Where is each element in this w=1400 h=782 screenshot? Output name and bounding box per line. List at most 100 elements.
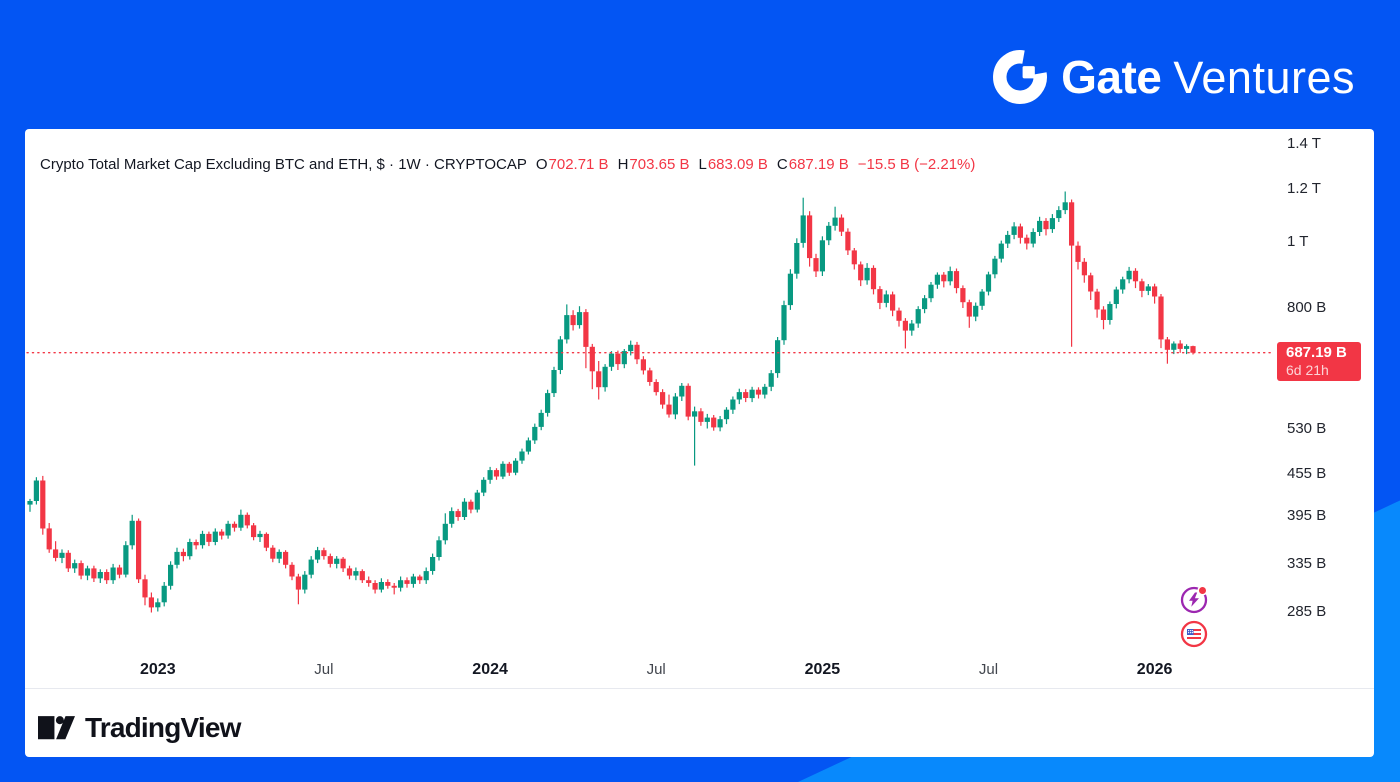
candle-body [838, 217, 845, 232]
lightning-icon[interactable] [1179, 585, 1209, 615]
candle-body [276, 551, 282, 559]
candle-body [314, 550, 321, 560]
candle-body [487, 470, 493, 480]
candle-body [1158, 296, 1164, 340]
candle-body [436, 540, 442, 557]
candle-body [1005, 234, 1011, 244]
candle-body [212, 531, 218, 542]
candle-body [270, 547, 276, 559]
candle-body [455, 511, 461, 517]
us-flag-icon[interactable] [1179, 619, 1209, 649]
candle-body [1062, 202, 1068, 211]
price-scale[interactable]: 1.4 T 1.2 T 1 T 800 B 530 B 455 B 395 B 335 B 28… [1287, 129, 1373, 654]
ohlc-high: H 703.65 B [617, 155, 690, 173]
candle-body [430, 557, 436, 571]
price-scale-label: 335 B [1287, 554, 1327, 572]
candle-body [711, 417, 717, 428]
candle-body [685, 385, 691, 417]
candle-body [877, 289, 883, 303]
time-scale-label: 2024 [472, 661, 508, 678]
candle-body [1126, 270, 1132, 280]
candle-body [59, 552, 65, 558]
candle-body [813, 258, 819, 272]
candle-body [960, 288, 966, 303]
candle-body [155, 602, 161, 608]
candle-body [391, 585, 397, 588]
candle-body [340, 558, 346, 569]
candle-body [615, 353, 621, 365]
candle-body [257, 533, 263, 538]
candle-body [1113, 289, 1119, 304]
candle-body [679, 385, 685, 397]
candle-body [896, 310, 902, 321]
candle-body [199, 533, 206, 546]
candle-body [1056, 210, 1062, 219]
candle-body [1100, 309, 1107, 320]
candle-body [1024, 237, 1030, 244]
candle-body [1094, 291, 1100, 310]
time-scale-label: Jul [978, 661, 999, 678]
candle-body [97, 572, 103, 579]
candle-body [1139, 281, 1145, 291]
candle-body [647, 370, 653, 382]
candle-body [142, 579, 148, 598]
candle-body [890, 294, 896, 311]
candle-body [826, 225, 832, 241]
candle-body [1037, 220, 1043, 232]
candle-body [602, 366, 608, 388]
candle-body [404, 580, 410, 584]
candle-body [519, 451, 525, 461]
candle-body [225, 523, 231, 536]
candle-body [84, 568, 91, 576]
candle-body [525, 440, 531, 452]
candle-body [589, 346, 595, 372]
candle-body [493, 470, 500, 477]
candle-body [1132, 270, 1139, 282]
price-scale-label: 285 B [1287, 602, 1327, 620]
candle-body [148, 597, 154, 608]
candle-body [481, 479, 487, 493]
candle-body [327, 556, 333, 564]
candle-body [1069, 202, 1075, 246]
candle-body [985, 274, 992, 292]
price-tag-value: 687.19 B [1286, 343, 1347, 361]
candle-body [91, 568, 97, 579]
candle-body [845, 231, 851, 251]
chart-title: Crypto Total Market Cap Excluding BTC an… [40, 155, 527, 173]
candle-body [551, 370, 557, 394]
candle-body [851, 250, 857, 265]
candle-body [762, 386, 768, 395]
candle-body [966, 302, 972, 317]
time-scale[interactable]: 2023 Jul 2024 Jul 2025 Jul 2026 [25, 660, 1275, 680]
candle-body [807, 215, 813, 259]
candle-body [1171, 343, 1177, 350]
candle-body [1075, 245, 1081, 262]
candle-body [608, 353, 615, 367]
time-scale-label: 2023 [140, 661, 176, 678]
candle-body [398, 580, 404, 588]
candle-body [870, 267, 877, 290]
candle-body [321, 550, 327, 557]
price-tag: 687.19 B 6d 21h [1277, 341, 1361, 381]
ohlc-change: −15.5 B (−2.21%) [857, 155, 976, 173]
candle-body [781, 305, 787, 341]
candle-body [794, 243, 800, 274]
candle-body [308, 559, 314, 575]
candle-body [206, 533, 212, 542]
candle-body [538, 412, 544, 427]
candle-body [730, 399, 736, 410]
candle-body [1081, 261, 1087, 276]
candle-body [378, 582, 384, 590]
candle-body [474, 492, 480, 510]
candle-body [65, 552, 71, 569]
tradingview-logo[interactable]: TradingView [38, 707, 241, 749]
candle-body [1088, 275, 1094, 292]
time-scale-label: Jul [314, 661, 334, 678]
candle-body [449, 511, 455, 524]
candle-body [116, 567, 123, 575]
candlestick-canvas[interactable] [25, 129, 1275, 654]
candle-body [513, 460, 519, 473]
candle-body [992, 258, 998, 275]
candle-body [346, 568, 353, 576]
candle-body [902, 320, 908, 331]
